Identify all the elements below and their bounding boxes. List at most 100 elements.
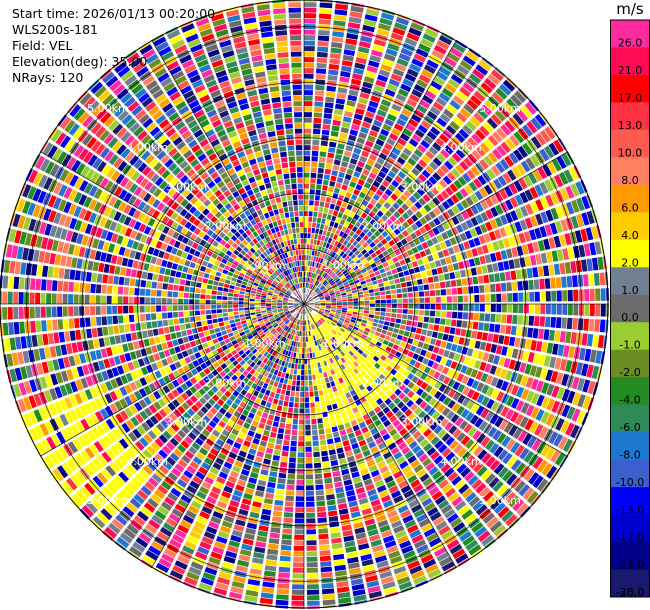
velocity-cell <box>430 80 443 91</box>
velocity-cell <box>130 444 141 455</box>
velocity-cell <box>384 335 391 341</box>
velocity-cell <box>383 281 390 286</box>
velocity-cell <box>135 413 144 424</box>
velocity-cell <box>353 301 359 304</box>
velocity-cell <box>349 370 356 377</box>
velocity-cell <box>261 310 267 313</box>
velocity-cell <box>511 384 520 396</box>
velocity-cell <box>483 138 495 150</box>
velocity-cell <box>318 294 324 298</box>
velocity-cell <box>521 268 528 279</box>
velocity-cell <box>490 69 504 82</box>
velocity-cell <box>264 424 272 431</box>
velocity-cell <box>283 308 289 311</box>
velocity-cell <box>271 460 279 467</box>
velocity-cell <box>372 504 383 512</box>
velocity-cell <box>408 309 414 315</box>
velocity-cell <box>310 291 315 296</box>
velocity-cell <box>198 332 205 338</box>
velocity-cell <box>462 124 473 135</box>
velocity-cell <box>534 184 544 197</box>
velocity-cell <box>490 401 500 412</box>
velocity-cell <box>413 508 425 518</box>
velocity-cell <box>343 196 350 203</box>
velocity-cell <box>315 479 323 485</box>
velocity-cell <box>535 199 544 211</box>
velocity-cell <box>481 534 494 547</box>
velocity-cell <box>210 448 219 456</box>
velocity-cell <box>381 529 393 538</box>
velocity-cell <box>254 378 260 385</box>
velocity-cell <box>222 355 229 362</box>
velocity-cell <box>320 317 325 322</box>
velocity-cell <box>294 318 298 324</box>
velocity-cell <box>532 241 540 253</box>
velocity-cell <box>243 384 251 392</box>
velocity-cell <box>418 453 429 463</box>
velocity-cell <box>314 316 319 321</box>
velocity-cell <box>321 259 326 265</box>
velocity-cell <box>499 227 507 238</box>
velocity-cell <box>420 553 434 564</box>
velocity-cell <box>188 505 200 515</box>
velocity-cell <box>326 340 331 347</box>
velocity-cell <box>168 412 178 422</box>
velocity-cell <box>168 372 176 381</box>
velocity-cell <box>98 360 106 371</box>
velocity-cell <box>326 285 331 289</box>
velocity-cell <box>389 152 398 160</box>
velocity-cell <box>336 447 344 454</box>
velocity-cell <box>123 528 136 540</box>
velocity-cell <box>343 479 353 486</box>
velocity-cell <box>347 94 358 102</box>
velocity-cell <box>324 342 329 348</box>
velocity-cell <box>444 467 455 478</box>
velocity-cell <box>205 360 212 367</box>
velocity-cell <box>221 466 231 475</box>
velocity-cell <box>92 458 104 470</box>
velocity-cell <box>207 381 215 389</box>
velocity-cell <box>200 299 206 304</box>
velocity-cell <box>323 290 328 294</box>
velocity-cell <box>528 229 537 241</box>
velocity-cell <box>277 347 282 353</box>
velocity-cell <box>249 425 257 432</box>
velocity-cell <box>14 367 23 381</box>
velocity-cell <box>111 518 124 531</box>
velocity-cell <box>114 400 123 411</box>
velocity-cell <box>174 529 187 539</box>
velocity-cell <box>456 213 465 223</box>
velocity-cell <box>368 494 379 502</box>
velocity-cell <box>312 267 316 273</box>
velocity-cell <box>209 466 220 475</box>
velocity-cell <box>354 452 363 460</box>
velocity-cell <box>334 109 343 116</box>
velocity-cell <box>565 331 572 344</box>
velocity-cell <box>262 394 269 401</box>
velocity-cell <box>410 22 424 32</box>
velocity-cell <box>505 248 513 259</box>
velocity-cell <box>444 326 451 334</box>
velocity-cell <box>259 440 267 447</box>
velocity-cell <box>326 302 331 304</box>
velocity-cell <box>305 446 312 452</box>
velocity-cell <box>96 512 109 525</box>
velocity-cell <box>342 54 354 62</box>
velocity-cell <box>423 135 434 145</box>
velocity-cell <box>278 335 283 341</box>
velocity-cell <box>200 294 206 299</box>
velocity-cell <box>396 266 403 273</box>
velocity-cell <box>157 388 166 397</box>
velocity-cell <box>553 174 564 188</box>
velocity-cell <box>285 319 290 324</box>
velocity-cell <box>345 38 358 46</box>
velocity-cell <box>570 183 580 197</box>
velocity-cell <box>305 320 307 326</box>
velocity-cell <box>520 160 531 173</box>
velocity-cell <box>200 362 208 370</box>
velocity-cell <box>333 476 342 483</box>
velocity-cell <box>233 311 239 316</box>
velocity-cell <box>406 208 414 217</box>
velocity-cell <box>322 343 327 349</box>
velocity-cell <box>444 421 454 431</box>
